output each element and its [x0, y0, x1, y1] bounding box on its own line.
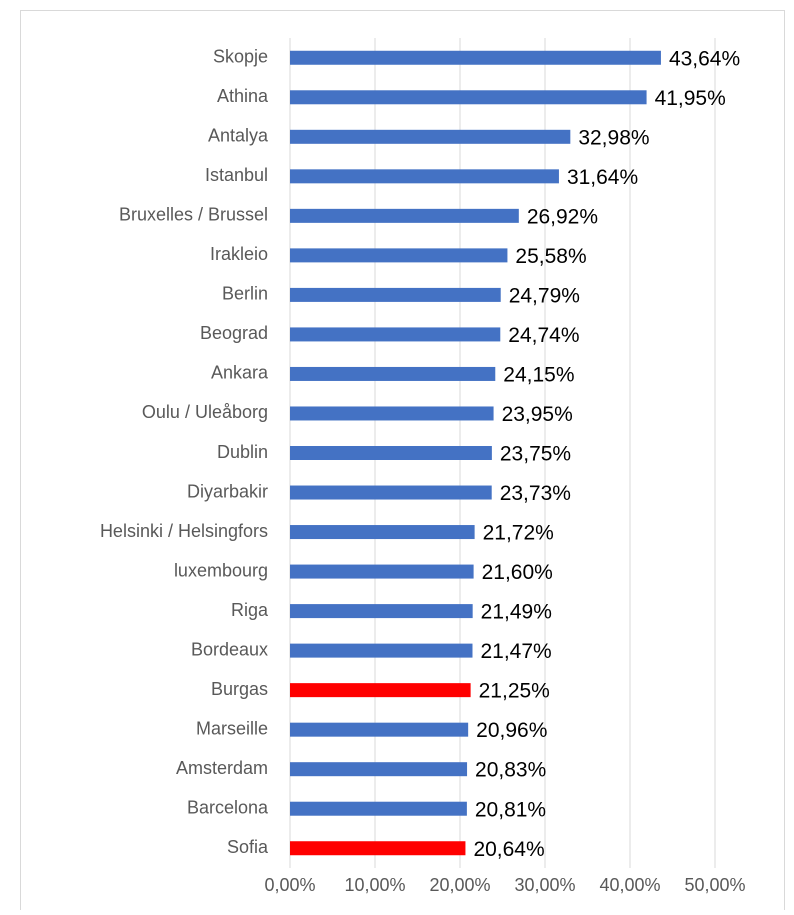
- bar: [290, 604, 473, 619]
- y-tick-label: Istanbul: [205, 165, 268, 185]
- x-tick-label: 0,00%: [264, 875, 315, 895]
- value-label: 21,47%: [480, 640, 551, 663]
- bar: [290, 406, 494, 421]
- y-tick-label: Marseille: [196, 718, 268, 738]
- value-label: 20,64%: [473, 838, 544, 861]
- y-tick-label: Dublin: [217, 442, 268, 462]
- y-tick-label: Beograd: [200, 323, 268, 343]
- y-tick-label: Bruxelles / Brussel: [119, 205, 268, 225]
- y-tick-label: Helsinki / Helsingfors: [100, 521, 268, 541]
- bar: [290, 50, 661, 65]
- y-tick-label: Burgas: [211, 679, 268, 699]
- y-tick-label: Amsterdam: [176, 758, 268, 778]
- value-label: 20,81%: [475, 798, 546, 821]
- bar: [290, 169, 559, 184]
- bar: [290, 841, 466, 856]
- bar: [290, 287, 501, 302]
- bar: [290, 90, 647, 105]
- x-tick-label: 30,00%: [514, 875, 575, 895]
- y-tick-label: Antalya: [208, 126, 269, 146]
- bar: [290, 129, 571, 144]
- y-tick-label: Skopje: [213, 47, 268, 67]
- y-tick-label: Barcelona: [187, 797, 269, 817]
- y-tick-label: Irakleio: [210, 244, 268, 264]
- value-label: 23,75%: [500, 443, 571, 466]
- value-label: 25,58%: [515, 245, 586, 268]
- x-tick-label: 20,00%: [429, 875, 490, 895]
- y-tick-label: Sofia: [227, 837, 269, 857]
- bar: [290, 643, 473, 658]
- value-label: 21,72%: [483, 522, 554, 545]
- value-label: 23,95%: [502, 403, 573, 426]
- y-tick-label: Riga: [231, 600, 269, 620]
- bar: [290, 327, 501, 342]
- x-tick-label: 40,00%: [599, 875, 660, 895]
- value-label: 20,96%: [476, 719, 547, 742]
- value-label: 24,74%: [508, 324, 579, 347]
- bar: [290, 208, 519, 223]
- bar: [290, 446, 492, 460]
- bar: [290, 485, 492, 500]
- bar: [290, 248, 508, 263]
- value-label: 43,64%: [669, 47, 740, 70]
- bar: [290, 564, 474, 579]
- y-tick-label: Bordeaux: [191, 639, 268, 659]
- value-label: 41,95%: [655, 87, 726, 110]
- bar: [290, 722, 469, 737]
- value-label: 21,60%: [482, 561, 553, 584]
- value-label: 32,98%: [578, 126, 649, 149]
- bar: [290, 683, 471, 698]
- value-label: 21,49%: [481, 601, 552, 624]
- y-tick-label: luxembourg: [174, 560, 268, 580]
- bar: [290, 525, 475, 540]
- value-label: 26,92%: [527, 205, 598, 228]
- x-tick-label: 10,00%: [344, 875, 405, 895]
- y-tick-label: Ankara: [211, 363, 269, 383]
- value-label: 24,15%: [503, 363, 574, 386]
- value-label: 20,83%: [475, 759, 546, 782]
- y-tick-label: Diyarbakir: [187, 481, 268, 501]
- bar: [290, 762, 468, 777]
- y-tick-label: Berlin: [222, 284, 268, 304]
- y-tick-label: Athina: [217, 86, 269, 106]
- value-label: 24,79%: [509, 284, 580, 307]
- bar: [290, 801, 467, 816]
- value-label: 23,73%: [500, 482, 571, 505]
- value-label: 21,25%: [479, 680, 550, 703]
- value-label: 31,64%: [567, 166, 638, 189]
- y-tick-label: Oulu / Uleåborg: [142, 402, 268, 422]
- x-tick-label: 50,00%: [684, 875, 745, 895]
- bar: [290, 366, 496, 381]
